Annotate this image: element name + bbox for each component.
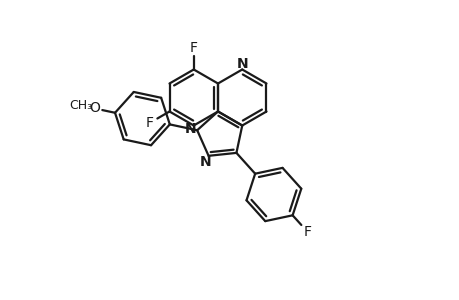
Text: CH₃: CH₃	[69, 99, 92, 112]
Text: F: F	[302, 225, 311, 239]
Text: F: F	[190, 40, 197, 55]
Text: N: N	[236, 56, 247, 70]
Text: N: N	[184, 122, 196, 136]
Text: N: N	[199, 155, 210, 169]
Text: F: F	[145, 116, 153, 130]
Text: O: O	[89, 101, 100, 116]
